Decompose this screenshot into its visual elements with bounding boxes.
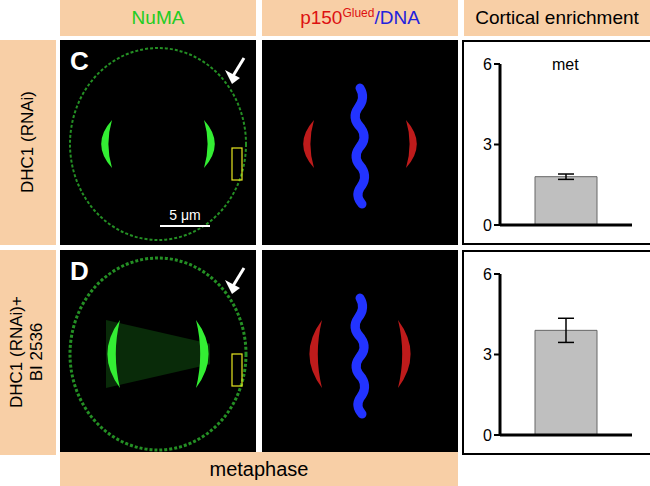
svg-text:C: C	[70, 46, 89, 76]
svg-text:5 μm: 5 μm	[169, 207, 200, 223]
html-text:metaphase: metaphase	[209, 457, 309, 480]
html-text:NuMA: NuMA	[131, 7, 185, 28]
svg-text:0: 0	[483, 427, 492, 444]
svg-text:3: 3	[483, 136, 492, 153]
svg-text:0: 0	[483, 217, 492, 234]
svg-text:3: 3	[483, 346, 492, 363]
svg-text:6: 6	[483, 56, 492, 73]
html-text:Cortical enrichment: Cortical enrichment	[475, 7, 639, 28]
svg-text:6: 6	[483, 266, 492, 283]
svg-text:DHC1 (RNAi): DHC1 (RNAi)	[18, 91, 37, 193]
svg-text:DHC1 (RNAi)+: DHC1 (RNAi)+	[8, 296, 26, 408]
html-text:met: met	[552, 56, 579, 73]
svg-text:D: D	[70, 256, 89, 286]
html-text:p150Glued/DNA: p150Glued/DNA	[300, 6, 420, 29]
svg-text:BI 2536: BI 2536	[27, 323, 46, 382]
